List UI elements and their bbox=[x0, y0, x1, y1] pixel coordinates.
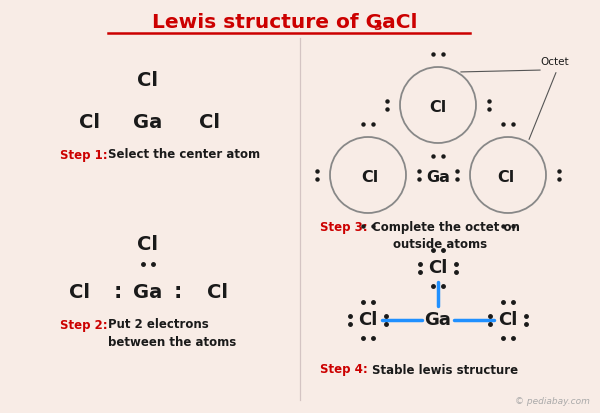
Text: Lewis structure of GaCl: Lewis structure of GaCl bbox=[152, 12, 418, 31]
Text: outside atoms: outside atoms bbox=[393, 237, 487, 251]
Text: Cl: Cl bbox=[208, 282, 229, 301]
Text: Cl: Cl bbox=[137, 71, 158, 90]
Text: Octet: Octet bbox=[541, 57, 569, 67]
Text: Step 2:: Step 2: bbox=[60, 318, 107, 332]
Text: Cl: Cl bbox=[430, 100, 446, 114]
Text: Cl: Cl bbox=[361, 169, 379, 185]
Text: Cl: Cl bbox=[137, 235, 158, 254]
Text: Ga: Ga bbox=[133, 282, 163, 301]
Text: © pediabay.com: © pediabay.com bbox=[515, 397, 590, 406]
Text: :: : bbox=[114, 282, 122, 302]
Text: Cl: Cl bbox=[79, 112, 101, 131]
Text: between the atoms: between the atoms bbox=[108, 335, 236, 349]
Text: Cl: Cl bbox=[199, 112, 221, 131]
Text: Ga: Ga bbox=[133, 112, 163, 131]
Text: Cl: Cl bbox=[497, 169, 515, 185]
Text: Stable lewis structure: Stable lewis structure bbox=[372, 363, 518, 377]
Text: Select the center atom: Select the center atom bbox=[108, 149, 260, 161]
Text: Ga: Ga bbox=[425, 311, 451, 329]
Text: Cl: Cl bbox=[499, 311, 518, 329]
Text: Cl: Cl bbox=[428, 259, 448, 277]
Text: 3: 3 bbox=[374, 19, 382, 33]
Text: Step 1:: Step 1: bbox=[60, 149, 107, 161]
Text: Ga: Ga bbox=[426, 169, 450, 185]
Text: Step 4:: Step 4: bbox=[320, 363, 368, 377]
Text: Step 3:: Step 3: bbox=[320, 221, 368, 235]
Text: Put 2 electrons: Put 2 electrons bbox=[108, 318, 209, 332]
Text: :: : bbox=[174, 282, 182, 302]
Text: Cl: Cl bbox=[70, 282, 91, 301]
Text: Cl: Cl bbox=[358, 311, 377, 329]
Text: Complete the octet on: Complete the octet on bbox=[372, 221, 520, 235]
